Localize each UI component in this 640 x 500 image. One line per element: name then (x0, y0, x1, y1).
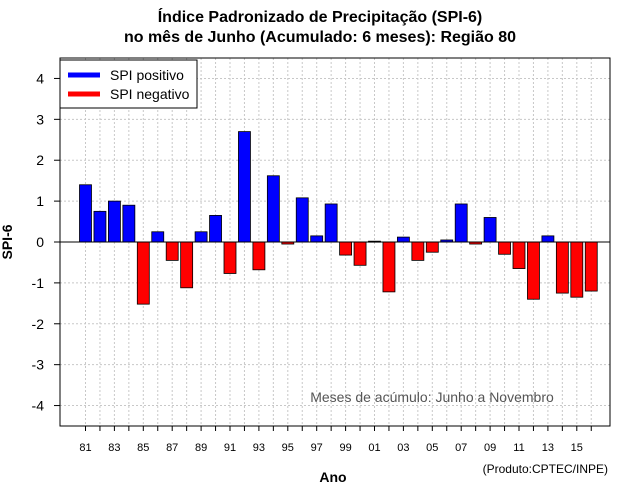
legend-box (59, 59, 198, 109)
bar-81 (79, 184, 92, 243)
bar-14 (555, 241, 569, 294)
x-tick-label: 05 (426, 442, 438, 454)
y-tick-label: -2 (32, 316, 45, 332)
legend: SPI positivo SPI negativo (59, 59, 198, 109)
bar-85 (136, 241, 150, 305)
x-tick-label: 83 (108, 442, 120, 454)
bar-90 (209, 215, 222, 243)
bar-98 (324, 203, 338, 243)
x-tick-label: 95 (282, 442, 294, 454)
x-tick-label: 81 (79, 442, 91, 454)
x-tick-label: 09 (484, 442, 496, 454)
bar-84 (122, 204, 136, 243)
x-tick-label: 99 (339, 442, 351, 454)
y-tick-label: -4 (32, 398, 45, 414)
bar-96 (295, 197, 309, 243)
x-tick-label: 07 (455, 442, 467, 454)
bar-03 (396, 236, 410, 243)
bar-91 (223, 241, 237, 274)
bar-12 (527, 241, 540, 300)
chart-subtitle: no mês de Junho (Acumulado: 6 meses): Re… (123, 29, 517, 46)
bar-11 (512, 241, 526, 269)
x-tick-label: 11 (513, 442, 524, 454)
y-tick-label: 0 (36, 234, 44, 250)
credit-text: (Produto:CPTEC/INPE) (483, 462, 608, 476)
x-tick-label: 13 (542, 442, 554, 454)
x-tick-label: 93 (253, 442, 265, 454)
y-tick-label: 2 (36, 152, 44, 168)
legend-label-positive: SPI positivo (110, 67, 184, 83)
annotation-text: Meses de acúmulo: Junho a Novembro (310, 389, 554, 405)
bar-05 (425, 241, 439, 253)
bar-86 (151, 231, 165, 243)
bar-83 (108, 200, 121, 243)
bar-94 (266, 175, 280, 243)
bar-93 (252, 241, 266, 271)
bar-10 (498, 241, 511, 255)
y-axis: -4 -3 -2 -1 0 1 2 3 4 (32, 70, 60, 414)
x-tick-label: 03 (397, 442, 409, 454)
bar-82 (93, 210, 107, 243)
y-axis-label: SPI-6 (0, 224, 15, 259)
bar-00 (353, 241, 367, 266)
y-tick-label: 4 (36, 70, 44, 86)
bar-04 (411, 241, 425, 261)
legend-label-negative: SPI negativo (110, 86, 190, 102)
x-tick-label: 89 (195, 442, 207, 454)
bar-89 (194, 231, 208, 243)
y-tick-label: 1 (36, 193, 44, 209)
bar-13 (541, 235, 555, 243)
x-tick-label: 85 (137, 442, 149, 454)
bar-87 (165, 241, 179, 261)
x-tick-label: 87 (166, 442, 178, 454)
x-tick-label: 15 (571, 442, 583, 454)
x-axis: 81 83 85 87 89 91 93 95 97 99 01 03 05 07 09 11 13 15 (79, 426, 592, 454)
bar-09 (483, 217, 497, 243)
x-axis-label: Ano (319, 469, 346, 485)
x-tick-label: 91 (224, 442, 236, 454)
y-tick-label: -3 (32, 357, 45, 373)
bar-07 (454, 203, 468, 243)
bar-16 (584, 241, 598, 292)
chart-title: Índice Padronizado de Precipitação (SPI-… (157, 9, 483, 26)
bar-97 (310, 235, 324, 243)
y-tick-label: 3 (36, 111, 44, 127)
bar-88 (180, 241, 194, 289)
x-tick-label: 01 (368, 442, 380, 454)
bar-99 (339, 241, 353, 256)
y-tick-label: -1 (32, 275, 45, 291)
bars-group (79, 131, 598, 305)
bar-02 (382, 241, 396, 293)
x-tick-label: 97 (311, 442, 323, 454)
bar-92 (238, 131, 251, 243)
bar-15 (570, 241, 584, 298)
